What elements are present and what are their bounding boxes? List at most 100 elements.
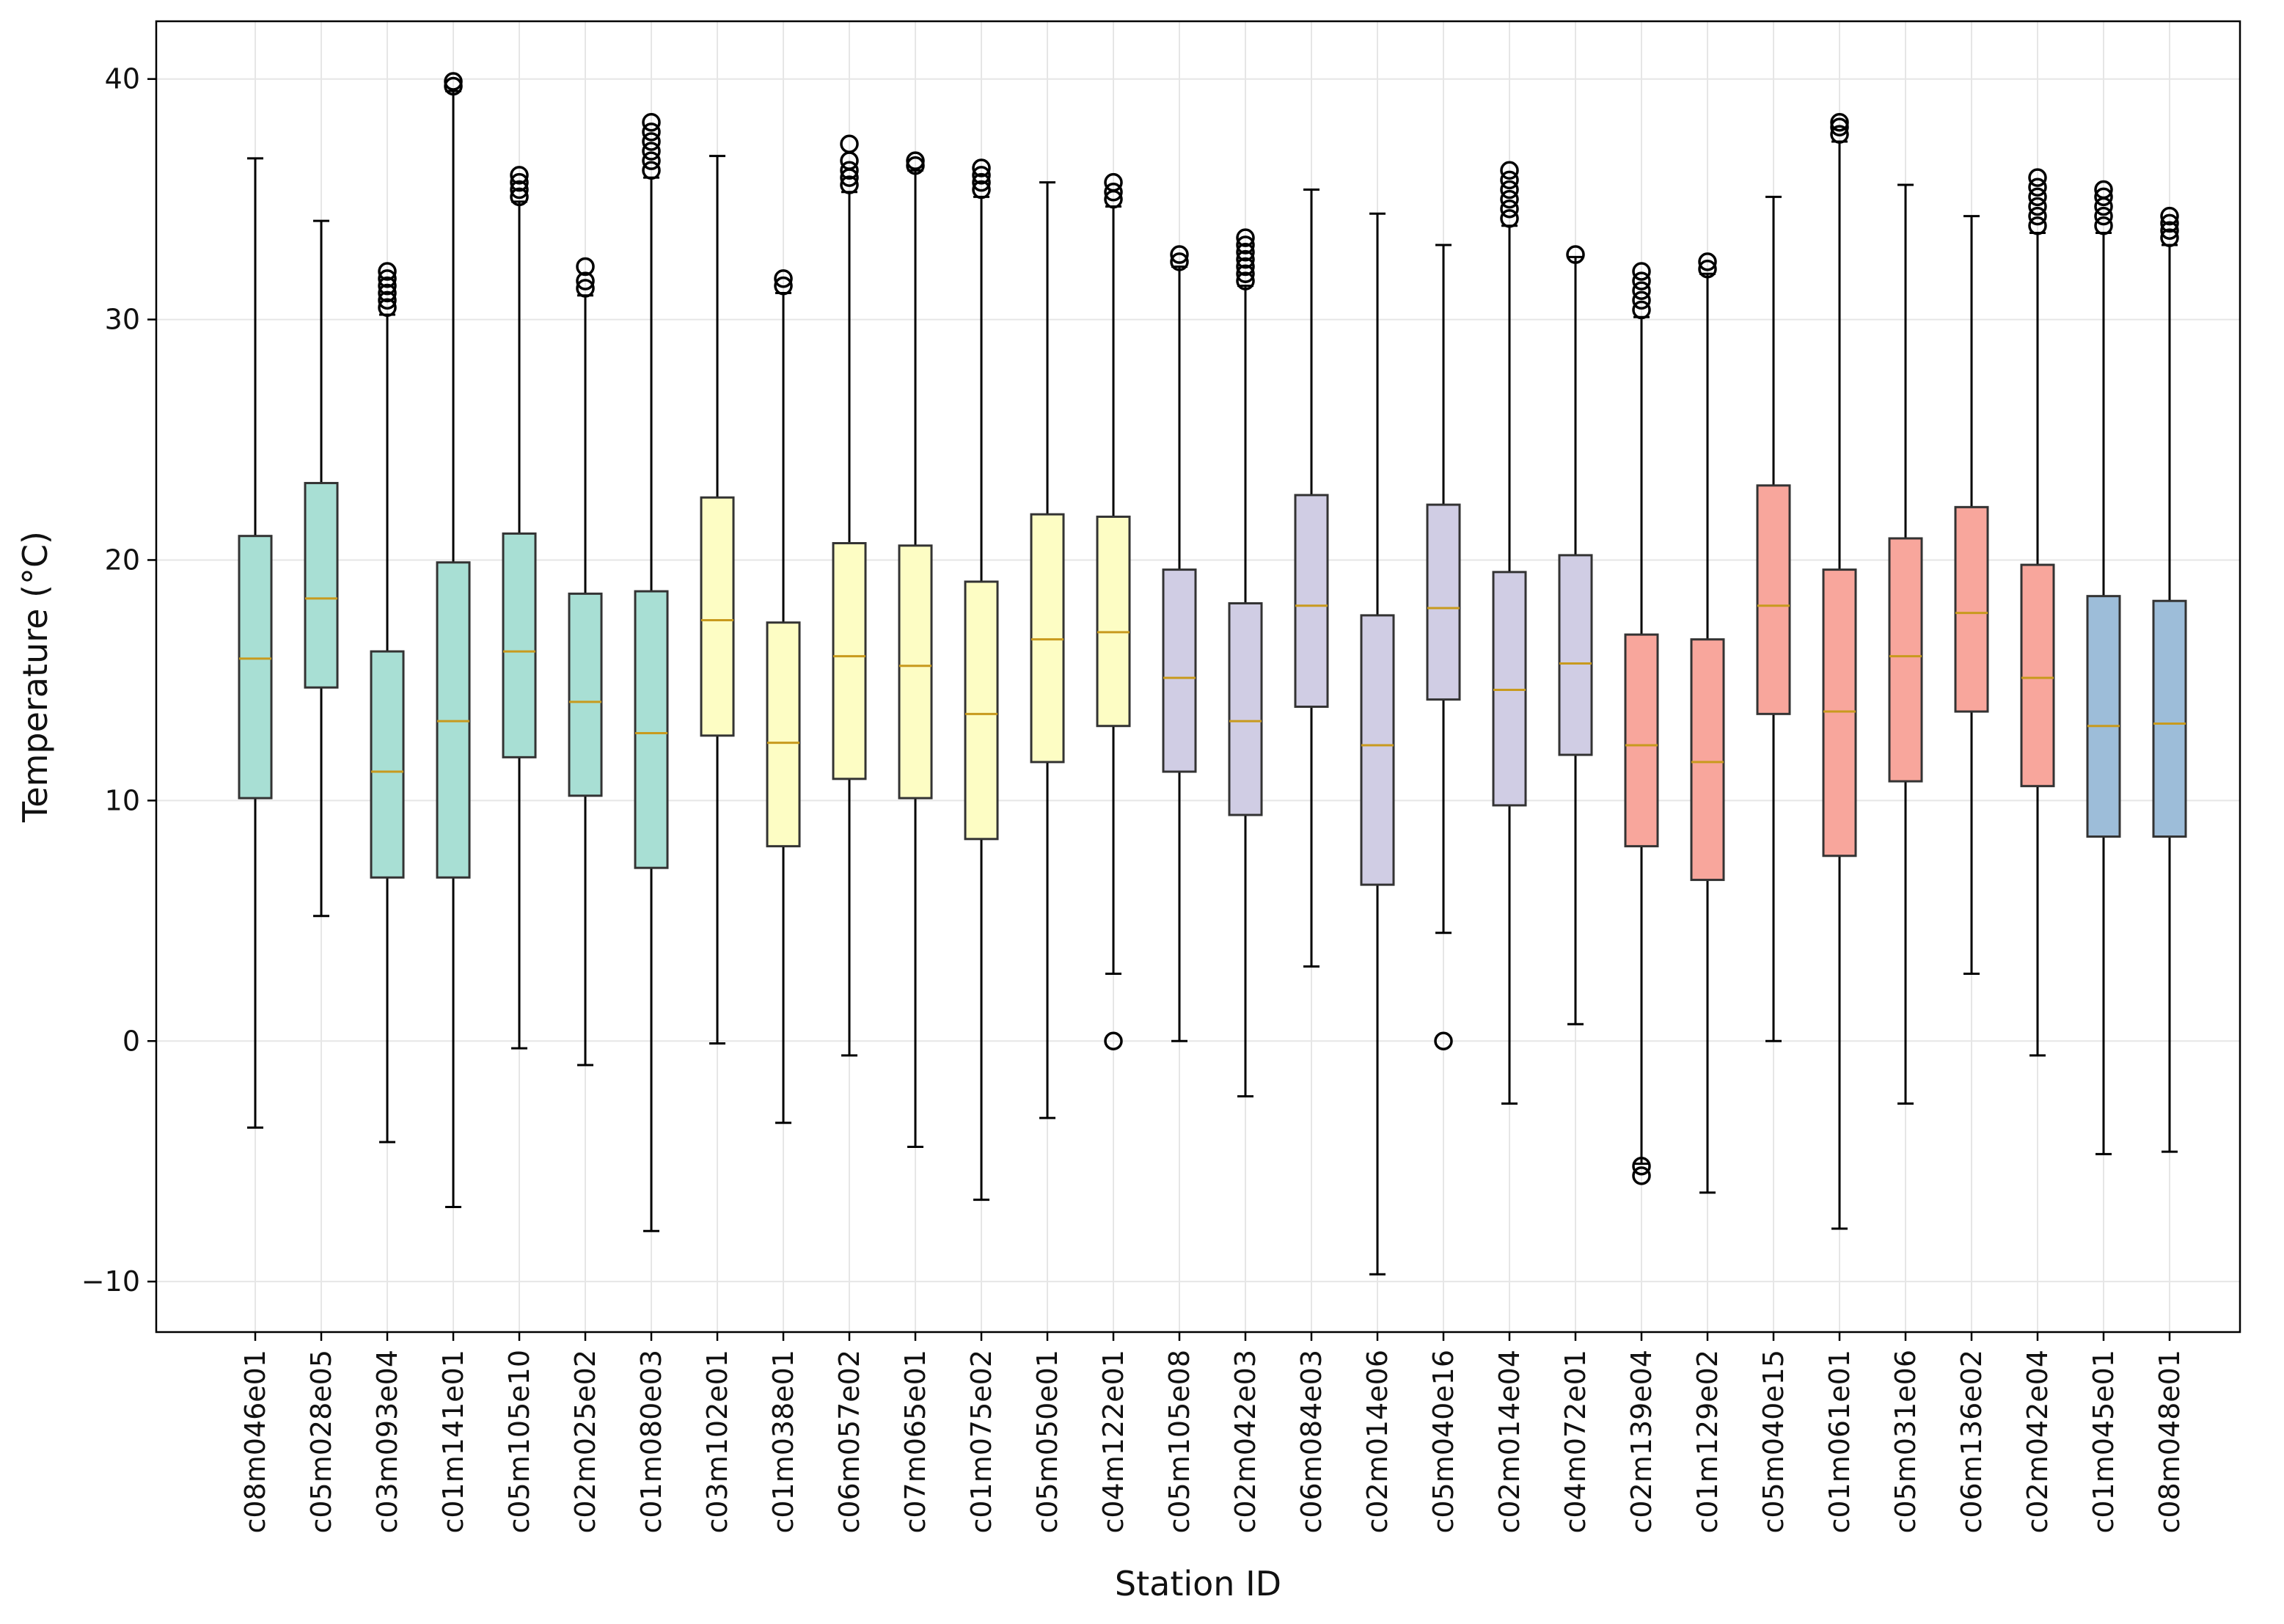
outlier-point bbox=[1632, 1157, 1651, 1176]
iqr-box bbox=[634, 590, 669, 869]
outlier-point bbox=[840, 175, 859, 194]
x-tick-label: c05m028e05 bbox=[305, 1350, 337, 1534]
outlier-point bbox=[1632, 281, 1651, 300]
plot-frame bbox=[155, 20, 2241, 1334]
iqr-box bbox=[1360, 614, 1395, 886]
iqr-box bbox=[766, 621, 801, 848]
x-tick-label: c02m139e04 bbox=[1625, 1350, 1658, 1534]
box-group-c02m014e04 bbox=[1492, 161, 1527, 1105]
box-group-c01m141e01 bbox=[436, 72, 471, 1208]
x-tick-label: c05m105e10 bbox=[503, 1350, 535, 1534]
outlier-point bbox=[1236, 257, 1255, 277]
outlier-point bbox=[510, 172, 529, 192]
outlier-point bbox=[1236, 271, 1255, 290]
outlier-point bbox=[2028, 187, 2047, 207]
outlier-point bbox=[642, 142, 661, 161]
x-axis: c08m046e01 c05m028e05 c03m093e04 c01m141e01… bbox=[239, 1332, 2186, 1534]
outlier-point bbox=[2094, 180, 2113, 200]
x-tick-label: c05m031e06 bbox=[1889, 1350, 1922, 1534]
y-axis: −10 0 10 20 30 40 bbox=[81, 63, 156, 1298]
iqr-box bbox=[1822, 568, 1857, 857]
outlier-point bbox=[972, 166, 991, 185]
iqr-box bbox=[304, 482, 339, 689]
outlier-point bbox=[510, 166, 529, 185]
outlier-point bbox=[1632, 262, 1651, 281]
box-group-c02m139e04 bbox=[1624, 262, 1659, 1185]
outlier-point bbox=[510, 180, 529, 200]
outlier-point bbox=[1236, 249, 1255, 269]
outlier-point bbox=[1236, 243, 1255, 262]
x-tick-label: c02m014e06 bbox=[1361, 1350, 1394, 1534]
outlier-point bbox=[972, 158, 991, 178]
outlier-point bbox=[642, 151, 661, 170]
iqr-box bbox=[568, 592, 603, 797]
box-group-c01m045e01 bbox=[2086, 180, 2121, 1155]
outlier-point bbox=[510, 187, 529, 207]
x-tick-label: c01m038e01 bbox=[767, 1350, 799, 1534]
x-tick-label: c04m122e01 bbox=[1097, 1350, 1130, 1534]
box-group-c04m072e01 bbox=[1558, 245, 1593, 1025]
box-group-c08m046e01 bbox=[238, 157, 273, 1129]
box-group-c07m065e01 bbox=[898, 151, 933, 1149]
iqr-box bbox=[1492, 571, 1527, 807]
outlier-point bbox=[1170, 252, 1189, 271]
outlier-point bbox=[1104, 183, 1123, 202]
x-axis-label: Station ID bbox=[1115, 1564, 1281, 1603]
box-group-c03m093e04 bbox=[370, 262, 405, 1144]
iqr-box bbox=[1558, 554, 1593, 756]
iqr-box bbox=[370, 650, 405, 879]
outlier-point bbox=[2094, 206, 2113, 226]
y-tick-label: 0 bbox=[122, 1025, 140, 1057]
box-group-c01m075e02 bbox=[964, 158, 999, 1201]
x-tick-label: c05m040e15 bbox=[1757, 1350, 1790, 1534]
outlier-point bbox=[1698, 259, 1717, 279]
iqr-box bbox=[1888, 537, 1923, 783]
x-tick-label: c01m129e02 bbox=[1691, 1350, 1724, 1534]
iqr-box bbox=[1294, 494, 1329, 708]
outlier-point bbox=[2160, 213, 2179, 233]
box-group-c01m129e02 bbox=[1690, 252, 1725, 1194]
outlier-point bbox=[1500, 200, 1519, 219]
box-group-c06m057e02 bbox=[832, 134, 867, 1057]
iqr-box bbox=[2152, 599, 2187, 838]
outlier-point bbox=[1236, 228, 1255, 247]
iqr-box bbox=[1624, 633, 1659, 848]
box-group-c05m040e16 bbox=[1426, 244, 1461, 1051]
box-group-c05m028e05 bbox=[304, 219, 339, 918]
box-group-c01m061e01 bbox=[1822, 112, 1857, 1230]
outlier-point bbox=[642, 112, 661, 132]
outlier-point bbox=[774, 276, 793, 296]
x-tick-label: c01m045e01 bbox=[2087, 1350, 2120, 1534]
iqr-box bbox=[700, 496, 735, 737]
iqr-box bbox=[964, 580, 999, 841]
outlier-point bbox=[444, 76, 463, 96]
box-group-c02m025e02 bbox=[568, 257, 603, 1067]
outlier-point bbox=[576, 279, 595, 298]
box-group-c05m031e06 bbox=[1888, 183, 1923, 1105]
iqr-box bbox=[1426, 503, 1461, 701]
x-tick-label: c02m042e04 bbox=[2021, 1350, 2054, 1534]
y-tick-label: 40 bbox=[105, 63, 140, 95]
outlier-point bbox=[1236, 264, 1255, 284]
outlier-point bbox=[2028, 216, 2047, 235]
outlier-point bbox=[2028, 197, 2047, 216]
outlier-point bbox=[378, 283, 397, 303]
outlier-point bbox=[1104, 172, 1123, 192]
y-tick-label: −10 bbox=[81, 1265, 140, 1298]
outlier-point bbox=[2160, 221, 2179, 241]
outlier-point bbox=[378, 276, 397, 296]
x-tick-label: c05m040e16 bbox=[1427, 1350, 1460, 1534]
outlier-point bbox=[378, 262, 397, 281]
box-group-c06m136e02 bbox=[1954, 215, 1989, 975]
outlier-point bbox=[378, 298, 397, 317]
outlier-point bbox=[1830, 112, 1849, 132]
outlier-point bbox=[642, 161, 661, 180]
y-axis-label: Temperature (°C) bbox=[15, 531, 55, 823]
outlier-point bbox=[1434, 1031, 1453, 1051]
iqr-box bbox=[2086, 595, 2121, 838]
outlier-point bbox=[972, 180, 991, 200]
x-tick-label: c01m075e02 bbox=[965, 1350, 998, 1534]
x-tick-label: c08m048e01 bbox=[2153, 1350, 2186, 1534]
iqr-box bbox=[238, 535, 273, 800]
